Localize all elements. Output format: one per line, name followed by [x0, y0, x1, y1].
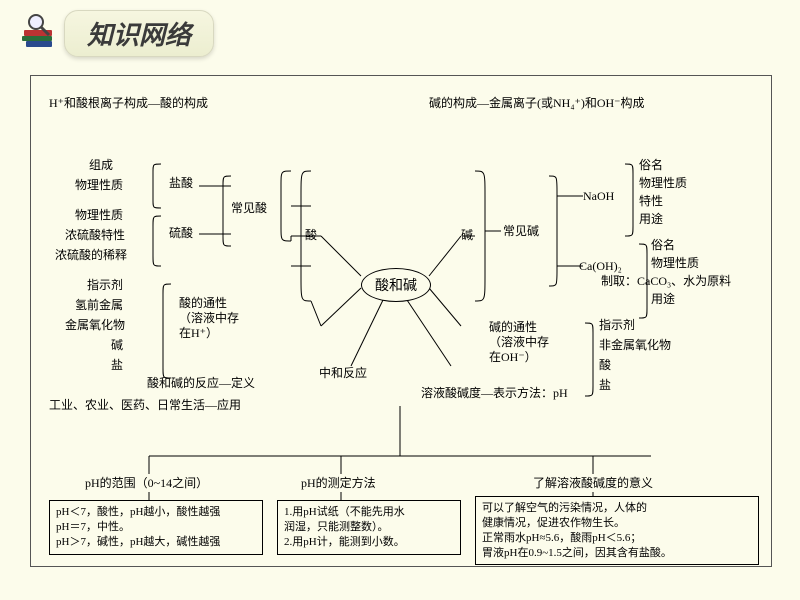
base-composition: 碱的构成—金属离子(或NH₄⁺)和OH⁻构成	[429, 96, 645, 111]
naoh-1: 物理性质	[639, 176, 687, 191]
mid-react: 酸和碱的反应—定义	[147, 376, 255, 391]
caoh-0: 俗名	[651, 238, 675, 253]
jtx-2: 酸	[599, 358, 611, 373]
caoh: Ca(OH)₂	[579, 259, 622, 274]
acid-composition: H⁺和酸根离子构成—酸的构成	[49, 96, 208, 111]
center-node: 酸和碱	[361, 268, 431, 302]
changjian-jian: 常见碱	[503, 224, 539, 239]
jian-tongxing: 碱的通性 （溶液中存 在OH⁻）	[489, 320, 549, 365]
jian-node: 碱	[461, 228, 473, 243]
tx-2: 金属氧化物	[65, 318, 125, 333]
application: 工业、农业、医药、日常生活—应用	[49, 398, 241, 413]
ph-expr: 溶液酸碱度—表示方法：pH	[421, 386, 568, 401]
header: 知识网络	[20, 10, 214, 57]
suan-tongxing: 酸的通性 （溶液中存 在H⁺）	[179, 296, 239, 341]
tree-lines	[31, 76, 771, 566]
naoh-3: 用途	[639, 212, 663, 227]
naoh-2: 特性	[639, 194, 663, 209]
naoh: NaOH	[583, 189, 614, 204]
diagram-frame: 酸和碱 H⁺和酸根离子构成—酸的构成 组成 物理性质 物理性质 浓硫酸特性 浓硫…	[30, 75, 772, 567]
yansuan: 盐酸	[169, 176, 193, 191]
prop-wl1: 物理性质	[75, 178, 123, 193]
magnifier-icon	[26, 12, 52, 38]
jtx-0: 指示剂	[599, 318, 635, 333]
method-title: pH的测定方法	[299, 474, 378, 491]
prop-nong: 浓硫酸特性	[65, 228, 125, 243]
meaning-box: 可以了解空气的污染情况，人体的 健康情况，促进农作物生长。 正常雨水pH≈5.6…	[475, 496, 759, 565]
naoh-0: 俗名	[639, 158, 663, 173]
prop-zucheng: 组成	[89, 158, 113, 173]
liusuan: 硫酸	[169, 226, 193, 241]
suan-node: 酸	[305, 228, 317, 243]
tx-3: 碱	[111, 338, 123, 353]
caoh-3: 用途	[651, 292, 675, 307]
jtx-3: 盐	[599, 378, 611, 393]
meaning-title: 了解溶液酸碱度的意义	[531, 474, 655, 491]
range-box: pH＜7，酸性，pH越小，酸性越强 pH＝7，中性。 pH＞7，碱性，pH越大，…	[49, 500, 263, 555]
tx-4: 盐	[111, 358, 123, 373]
page-title: 知识网络	[64, 10, 214, 57]
zhonghe: 中和反应	[319, 366, 367, 381]
range-title: pH的范围（0~14之间）	[83, 474, 210, 491]
changjian-suan: 常见酸	[231, 201, 267, 216]
prop-wl2: 物理性质	[75, 208, 123, 223]
tx-0: 指示剂	[87, 278, 123, 293]
caoh-1: 物理性质	[651, 256, 699, 271]
jtx-1: 非金属氧化物	[599, 338, 671, 353]
prop-xishi: 浓硫酸的稀释	[55, 248, 127, 263]
caoh-2: 制取：CaCO₃、水为原料	[601, 274, 731, 289]
tx-1: 氢前金属	[75, 298, 123, 313]
method-box: 1.用pH试纸（不能先用水 润湿，只能测整数）。 2.用pH计，能测到小数。	[277, 500, 461, 555]
